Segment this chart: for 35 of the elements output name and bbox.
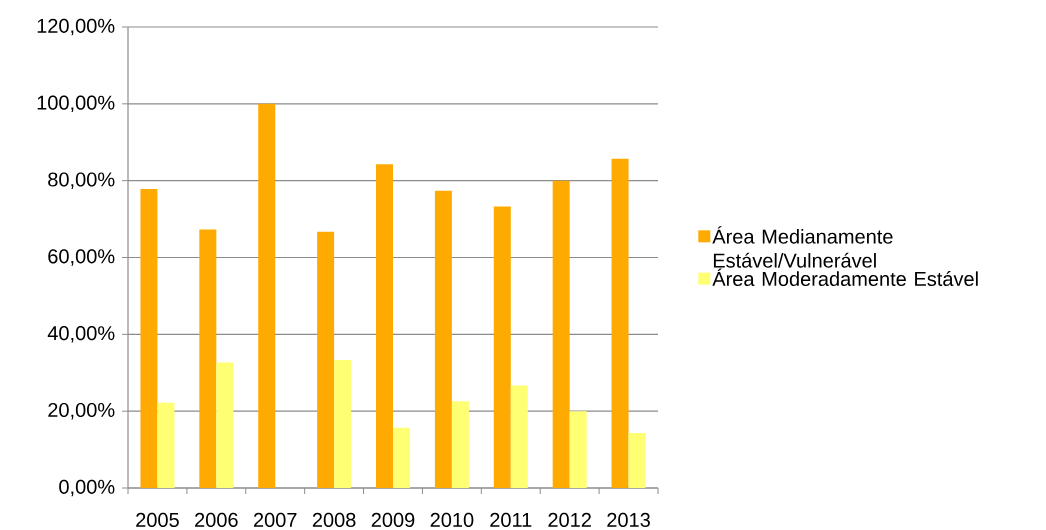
- legend-label: Área Moderadamente Estável: [712, 268, 978, 287]
- bar: [434, 190, 452, 488]
- y-tick-label: 80,00%: [48, 172, 115, 189]
- x-tick-label: 2009: [371, 512, 415, 528]
- bar: [611, 158, 629, 488]
- x-tick-label: 2006: [195, 512, 238, 528]
- y-tick-label: 0,00%: [59, 479, 115, 497]
- x-tick-label: 2008: [312, 512, 356, 528]
- x-tick-label: 2012: [548, 512, 591, 528]
- bar: [569, 411, 587, 488]
- x-tick-label: 2005: [136, 512, 179, 528]
- bar: [317, 231, 335, 488]
- legend-label: Área Medianamente Estável/Vulnerável: [712, 226, 893, 268]
- y-tick-label: 120,00%: [37, 18, 115, 36]
- y-tick-label: 20,00%: [48, 402, 115, 420]
- x-tick-label: 2007: [253, 512, 297, 528]
- bar: [393, 427, 410, 488]
- y-tick-label: 60,00%: [48, 249, 115, 266]
- bar: [628, 433, 646, 488]
- bar: [216, 362, 234, 488]
- bar: [451, 401, 469, 488]
- bar: [157, 402, 175, 488]
- y-tick-label: 40,00%: [47, 326, 115, 343]
- bar: [376, 164, 393, 488]
- bar: [552, 180, 570, 488]
- x-tick-label: 2010: [430, 512, 474, 528]
- bar: [493, 206, 511, 488]
- bar: [510, 385, 528, 488]
- x-tick-label: 2013: [607, 512, 650, 528]
- x-tick-label: 2011: [490, 512, 532, 528]
- bar: [199, 229, 217, 488]
- bar: [334, 360, 352, 488]
- bar: [140, 189, 158, 488]
- y-tick-label: 100,00%: [37, 95, 115, 113]
- bar: [258, 103, 276, 488]
